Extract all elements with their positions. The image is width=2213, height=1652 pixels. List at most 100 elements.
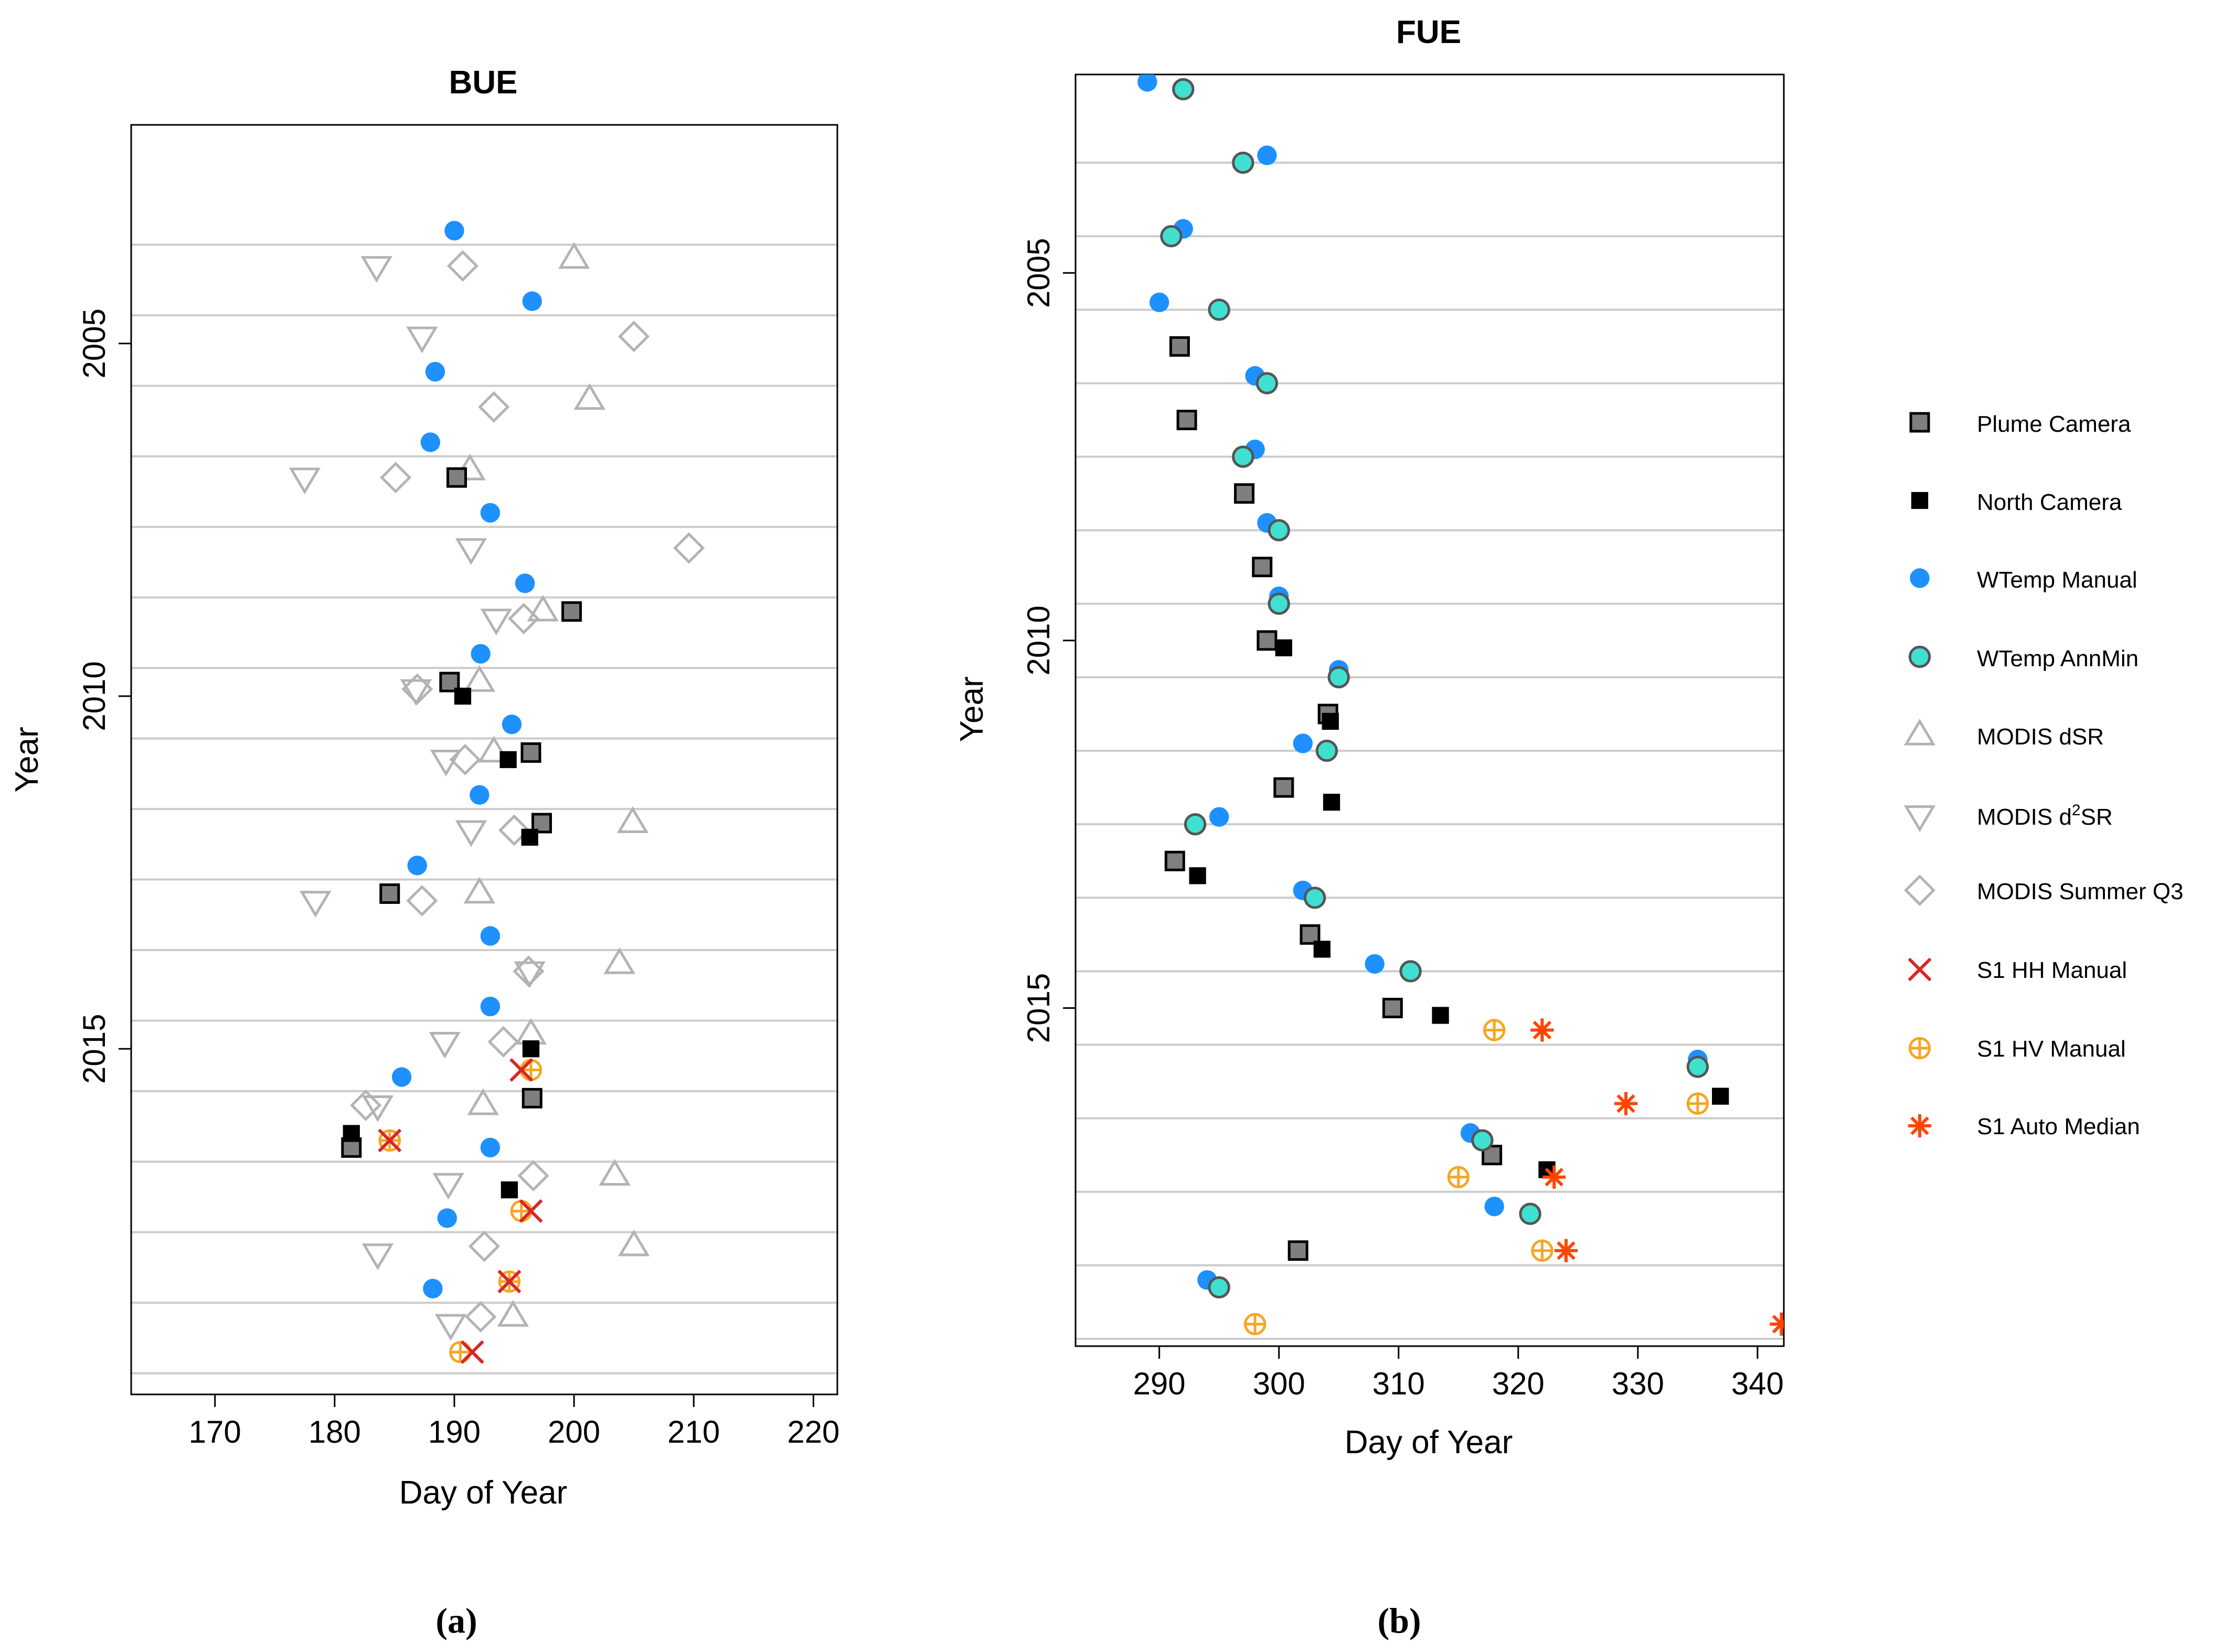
legend-label-rest: SR <box>2081 804 2113 830</box>
point-modis-dsr <box>463 665 496 692</box>
x-tick-label: 200 <box>548 1414 600 1450</box>
point-wtemp-manual <box>444 220 464 241</box>
point-wtemp-manual <box>480 503 501 523</box>
panel-b-caption: (b) <box>1377 1601 1421 1640</box>
point-s1-auto <box>1530 1018 1554 1042</box>
legend-item-s1-hv-manual: S1 HV Manual <box>1908 1036 2126 1062</box>
y-tick-label: 2015 <box>77 1014 112 1083</box>
legend-item-s1-hh-manual: S1 HH Manual <box>1908 957 2127 983</box>
point-wtemp-manual <box>471 644 491 664</box>
point-wtemp-annmin <box>1256 372 1279 395</box>
legend-symbol-modis-dsr <box>1903 718 1936 745</box>
point-modis-q3 <box>449 743 481 776</box>
point-wtemp-manual <box>425 361 445 382</box>
legend-symbol-wtemp-annmin <box>1908 645 1931 668</box>
point-modis-d2sr <box>455 820 487 847</box>
point-modis-d2sr <box>300 891 332 918</box>
y-tick-label: 2005 <box>77 308 112 378</box>
y-tick-label: 2010 <box>1021 605 1056 675</box>
point-modis-d2sr <box>361 1243 394 1271</box>
point-modis-q3 <box>350 1089 382 1121</box>
point-modis-d2sr <box>429 1031 461 1059</box>
point-modis-dsr <box>527 594 559 622</box>
legend-label: MODIS dSR <box>1977 724 2104 750</box>
point-wtemp-manual <box>437 1208 457 1228</box>
x-tick-label: 320 <box>1492 1366 1545 1401</box>
point-wtemp-manual <box>515 573 535 593</box>
panel-b-fue: FUE 290 300 310 320 330 340 2005 2010 2015 Day … <box>954 14 1785 1640</box>
legend-symbol-plume <box>1909 412 1930 433</box>
point-s1-hv <box>519 1059 542 1081</box>
legend-symbol-modis-q3 <box>1903 874 1936 907</box>
x-tick-label: 290 <box>1133 1366 1186 1401</box>
point-modis-d2sr <box>480 609 513 636</box>
point-modis-d2sr <box>432 1173 464 1200</box>
point-modis-dsr <box>497 1300 529 1327</box>
point-s1-auto <box>1554 1239 1578 1262</box>
point-north <box>522 1040 540 1058</box>
legend-item-wtemp-manual: WTemp Manual <box>1910 567 2137 593</box>
point-s1-auto <box>1770 1312 1784 1336</box>
legend-label: WTemp Manual <box>1977 567 2137 593</box>
point-modis-q3 <box>465 1301 497 1333</box>
panel-b-x-label: Day of Year <box>1345 1424 1513 1461</box>
point-plume <box>1169 336 1190 357</box>
point-wtemp-annmin <box>1268 519 1290 541</box>
point-s1-auto <box>1614 1092 1638 1115</box>
point-wtemp-annmin <box>1232 445 1254 468</box>
legend-item-modis-summer-q3: MODIS Summer Q3 <box>1903 874 2184 907</box>
y-tick-label: 2010 <box>77 661 112 731</box>
x-tick-label: 340 <box>1731 1366 1784 1401</box>
legend-symbol-modis-d2sr <box>1903 805 1936 833</box>
point-modis-dsr <box>599 1159 631 1186</box>
point-modis-q3 <box>673 532 705 564</box>
point-modis-dsr <box>558 242 590 269</box>
point-north <box>1275 639 1292 657</box>
point-s1-hh <box>509 1058 534 1082</box>
point-modis-q3 <box>468 1230 501 1262</box>
point-wtemp-manual <box>502 715 522 734</box>
legend-label: S1 HV Manual <box>1977 1036 2126 1062</box>
point-modis-q3 <box>406 884 438 916</box>
legend-label: S1 HH Manual <box>1977 957 2127 983</box>
panel-b-x-axis: 290 300 310 320 330 340 <box>1133 1345 1784 1401</box>
point-s1-hv <box>1243 1313 1267 1336</box>
x-tick-label: 300 <box>1253 1366 1305 1401</box>
panel-a-points <box>289 220 705 1364</box>
x-tick-label: 330 <box>1612 1366 1664 1401</box>
panel-a-y-axis: 2005 2010 2015 <box>77 308 132 1084</box>
point-north <box>1711 1088 1729 1105</box>
point-modis-dsr <box>618 1229 650 1256</box>
panel-a-x-label: Day of Year <box>399 1475 568 1511</box>
point-north <box>343 1125 360 1142</box>
x-tick-label: 210 <box>667 1414 720 1450</box>
point-plume <box>1176 410 1197 431</box>
point-plume <box>522 1088 542 1109</box>
point-modis-q3 <box>478 391 510 423</box>
point-s1-hh <box>497 1270 522 1294</box>
point-wtemp-manual <box>407 855 427 876</box>
point-modis-dsr <box>478 736 510 763</box>
point-plume <box>1382 997 1403 1018</box>
point-modis-d2sr <box>514 961 546 988</box>
point-north <box>499 751 517 769</box>
legend-label: S1 Auto Median <box>1977 1114 2140 1139</box>
point-north <box>521 828 538 846</box>
point-plume <box>1164 850 1185 871</box>
legend-item-modis-d2sr: MODIS d2SR <box>1903 802 2113 833</box>
panel-a-y-label: Year <box>9 727 45 792</box>
point-wtemp-manual <box>423 1278 443 1299</box>
point-s1-hh <box>378 1128 402 1153</box>
point-wtemp-manual <box>391 1067 412 1087</box>
panel-a-x-axis: 170 180 190 200 210 220 <box>189 1393 839 1450</box>
point-modis-dsr <box>463 877 496 904</box>
panel-a-gridlines <box>131 243 837 1374</box>
point-modis-dsr <box>573 383 605 410</box>
legend-symbol-wtemp-manual <box>1910 568 1930 588</box>
panel-a-caption: (a) <box>435 1601 477 1640</box>
point-wtemp-manual <box>480 1137 501 1158</box>
point-wtemp-manual <box>480 926 501 946</box>
point-plume <box>520 742 541 763</box>
point-wtemp-manual <box>1257 145 1277 165</box>
point-modis-q3 <box>618 321 650 353</box>
